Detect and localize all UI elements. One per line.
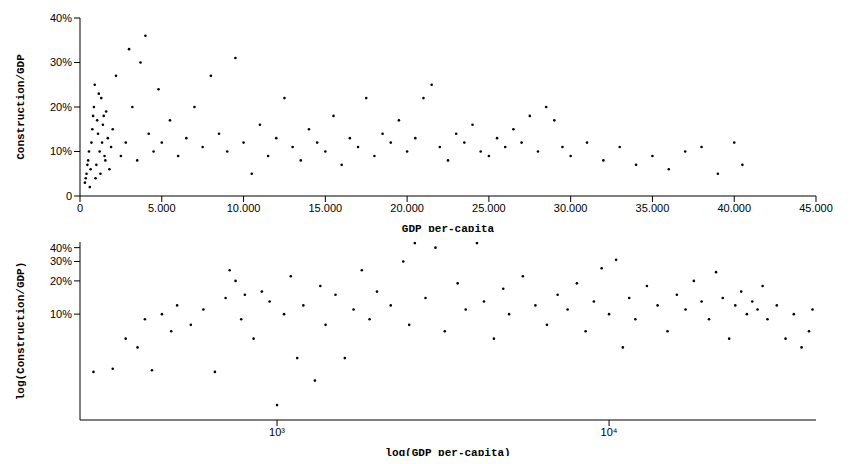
svg-text:10⁴: 10⁴ (601, 426, 618, 438)
svg-text:45.000: 45.000 (799, 202, 833, 214)
svg-text:20%: 20% (50, 275, 72, 287)
svg-text:Construction/GDP: Construction/GDP (15, 54, 27, 160)
svg-text:10%: 10% (50, 145, 72, 157)
svg-text:10%: 10% (50, 308, 72, 320)
svg-text:40%: 40% (50, 242, 72, 254)
svg-text:30.000: 30.000 (554, 202, 588, 214)
svg-text:log(Construction/GDP): log(Construction/GDP) (15, 262, 27, 401)
svg-text:GDP per-capita: GDP per-capita (402, 223, 495, 232)
svg-text:0: 0 (77, 202, 83, 214)
svg-text:0: 0 (66, 190, 72, 202)
svg-text:log(GDP per-capita): log(GDP per-capita) (385, 447, 510, 456)
svg-text:40%: 40% (50, 12, 72, 24)
svg-text:25.000: 25.000 (472, 202, 506, 214)
svg-text:30%: 30% (50, 255, 72, 267)
svg-text:40.000: 40.000 (717, 202, 751, 214)
svg-text:10.000: 10.000 (227, 202, 261, 214)
svg-text:5.000: 5.000 (148, 202, 176, 214)
svg-text:35.000: 35.000 (636, 202, 670, 214)
svg-text:10³: 10³ (269, 426, 285, 438)
svg-text:30%: 30% (50, 56, 72, 68)
svg-text:20%: 20% (50, 101, 72, 113)
svg-text:15.000: 15.000 (309, 202, 343, 214)
svg-text:20.000: 20.000 (390, 202, 424, 214)
